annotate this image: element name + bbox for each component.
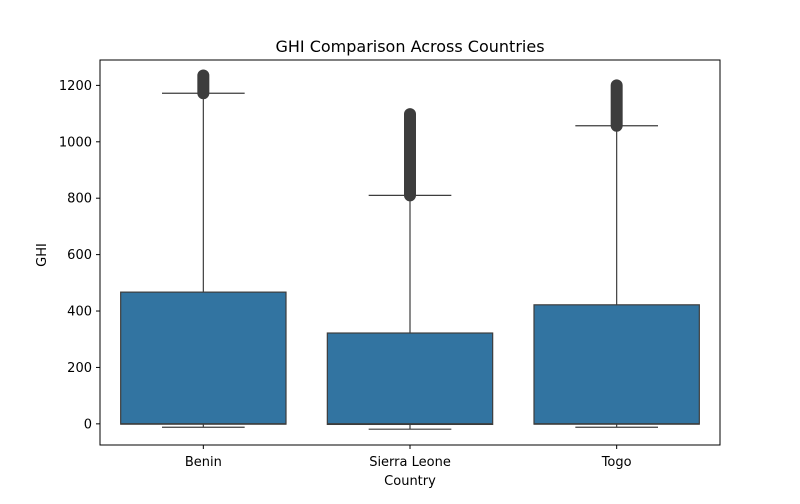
outlier-points — [610, 79, 623, 132]
box-group — [533, 79, 700, 428]
x-axis-label: Country — [384, 474, 436, 489]
x-tick-label: Togo — [601, 455, 632, 470]
y-tick-label: 600 — [67, 248, 92, 263]
x-tick-label: Benin — [185, 455, 222, 470]
y-tick-label: 200 — [67, 361, 92, 376]
y-tick-label: 1000 — [59, 135, 92, 150]
outlier-points — [404, 108, 416, 202]
y-tick-label: 800 — [67, 192, 92, 207]
box-iqr — [120, 291, 287, 425]
outlier-points — [197, 69, 210, 100]
box-iqr — [533, 304, 700, 425]
plot-area — [120, 69, 700, 430]
x-tick-label: Sierra Leone — [369, 455, 451, 470]
y-tick-label: 400 — [67, 305, 92, 320]
chart-title: GHI Comparison Across Countries — [275, 37, 544, 56]
y-tick-label: 0 — [84, 417, 92, 432]
box-iqr — [326, 332, 494, 426]
box-group — [326, 108, 494, 430]
box-group — [120, 69, 287, 428]
y-axis-label: GHI — [35, 243, 50, 267]
y-tick-label: 1200 — [59, 79, 92, 94]
